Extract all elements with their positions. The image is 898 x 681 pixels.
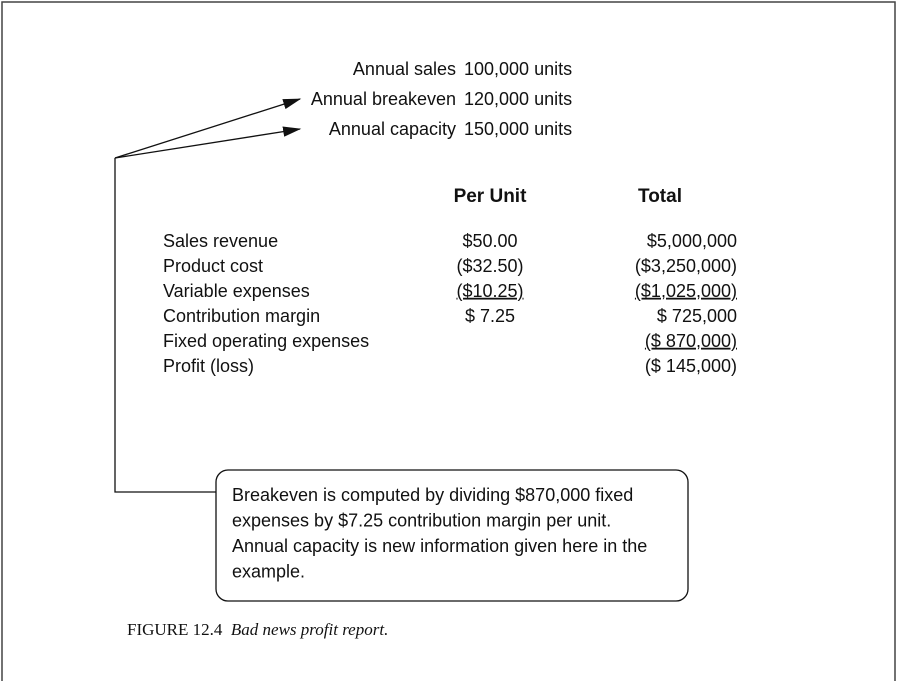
per-unit-value: $ 7.25 bbox=[465, 306, 515, 326]
bracket bbox=[114, 158, 216, 493]
column-header: Per Unit bbox=[454, 186, 528, 207]
callout-box bbox=[215, 469, 689, 602]
per-unit-value: ($32.50) bbox=[456, 256, 523, 276]
callout-line: Breakeven is computed by dividing $870,0… bbox=[232, 485, 633, 505]
total-value: ($ 145,000) bbox=[645, 356, 737, 376]
per-unit-value: ($10.25) bbox=[456, 281, 523, 301]
callout-line: expenses by $7.25 contribution margin pe… bbox=[232, 510, 611, 530]
callout-line: Annual capacity is new information given… bbox=[232, 536, 647, 556]
total-value: $ 725,000 bbox=[657, 306, 737, 326]
total-value: ($ 870,000) bbox=[645, 331, 737, 351]
header-value: 150,000 units bbox=[464, 119, 572, 139]
total-value: $5,000,000 bbox=[647, 231, 737, 251]
column-header: Total bbox=[638, 186, 682, 207]
arrow bbox=[114, 126, 302, 159]
row-label: Fixed operating expenses bbox=[163, 331, 369, 351]
caption-spacer bbox=[222, 620, 231, 639]
header-label: Annual capacity bbox=[329, 119, 456, 139]
total-value: ($3,250,000) bbox=[635, 256, 737, 276]
header-label: Annual sales bbox=[353, 59, 456, 79]
arrow bbox=[114, 98, 302, 159]
row-label: Variable expenses bbox=[163, 281, 310, 301]
caption-number: FIGURE 12.4 bbox=[127, 620, 223, 639]
caption-text: Bad news profit report. bbox=[231, 620, 388, 639]
callout-line: example. bbox=[232, 561, 305, 581]
content: Annual sales 100,000 units Annual breakeve… bbox=[127, 59, 737, 639]
per-unit-value: $50.00 bbox=[462, 231, 517, 251]
row-label: Profit (loss) bbox=[163, 356, 254, 376]
row-label: Product cost bbox=[163, 256, 263, 276]
header-value: 100,000 units bbox=[464, 59, 572, 79]
total-value: ($1,025,000) bbox=[635, 281, 737, 301]
row-label: Contribution margin bbox=[163, 306, 320, 326]
row-label: Sales revenue bbox=[163, 231, 278, 251]
header-label: Annual breakeven bbox=[311, 89, 456, 109]
caption: FIGURE 12.4 Bad news profit report. bbox=[127, 620, 388, 639]
header-value: 120,000 units bbox=[464, 89, 572, 109]
connectors bbox=[114, 98, 302, 493]
